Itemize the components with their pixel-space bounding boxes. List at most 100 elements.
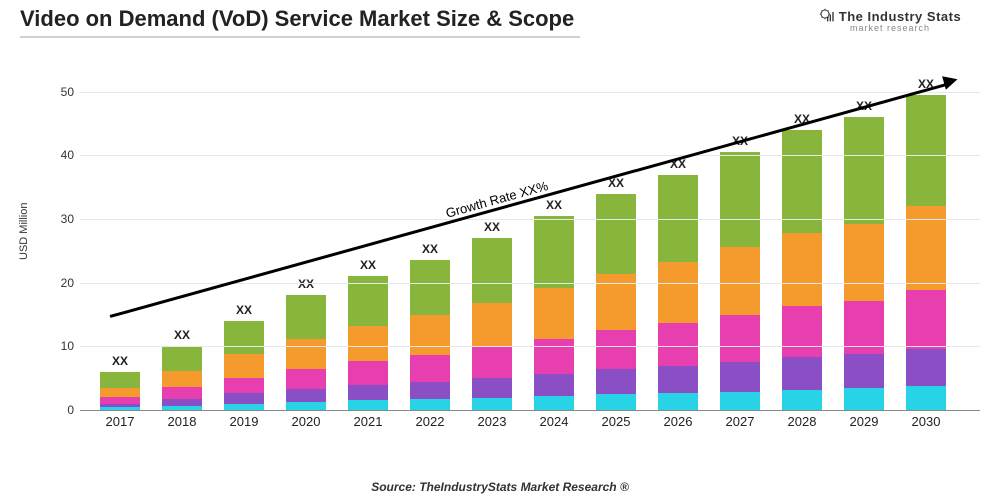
bar-segment (472, 347, 512, 378)
bar-segment (782, 357, 822, 389)
bar-segment (658, 262, 698, 323)
bar-group: XX (224, 321, 264, 410)
bar-data-label: XX (348, 258, 388, 272)
bar-segment (720, 362, 760, 392)
bar-segment (720, 392, 760, 410)
bar-segment (782, 306, 822, 357)
x-tick: 2018 (152, 414, 212, 429)
bar-segment (286, 402, 326, 410)
bar-segment (844, 117, 884, 223)
bar-segment (348, 361, 388, 385)
y-tick: 50 (44, 85, 74, 99)
bar-data-label: XX (472, 220, 512, 234)
bar-segment (224, 378, 264, 394)
bar-segment (844, 224, 884, 301)
bar-group: XX (286, 295, 326, 410)
x-tick: 2026 (648, 414, 708, 429)
title-underline (20, 36, 580, 38)
bar-segment (286, 339, 326, 368)
x-tick: 2024 (524, 414, 584, 429)
bar-segment (658, 323, 698, 366)
bar-segment (348, 276, 388, 326)
bar-segment (720, 152, 760, 247)
bar-segment (596, 194, 636, 274)
gridline (80, 283, 980, 284)
bar-group: XX (162, 346, 202, 410)
bar-segment (472, 378, 512, 398)
bar-segment (658, 393, 698, 410)
bar-segment (596, 369, 636, 394)
bar-group: XX (844, 117, 884, 410)
bar-data-label: XX (410, 242, 450, 256)
bar-segment (348, 400, 388, 410)
bar-data-label: XX (100, 354, 140, 368)
x-tick: 2021 (338, 414, 398, 429)
bar-group: XX (906, 95, 946, 410)
bar-segment (844, 354, 884, 388)
bar-segment (348, 385, 388, 400)
x-axis-baseline (80, 410, 980, 411)
bar-segment (224, 393, 264, 403)
bar-segment (720, 247, 760, 314)
x-tick: 2019 (214, 414, 274, 429)
bar-segment (348, 326, 388, 361)
gridline (80, 219, 980, 220)
logo-line1: The Industry Stats (800, 8, 980, 24)
bar-segment (286, 389, 326, 402)
bar-segment (472, 398, 512, 410)
y-tick: 40 (44, 148, 74, 162)
bar-segment (410, 355, 450, 382)
x-tick: 2028 (772, 414, 832, 429)
bar-segment (844, 388, 884, 410)
bar-segment (906, 290, 946, 349)
bar-segment (596, 394, 636, 410)
x-tick: 2025 (586, 414, 646, 429)
bar-segment (534, 396, 574, 410)
y-axis-label: USD Million (18, 203, 30, 260)
bar-group: XX (782, 130, 822, 410)
x-tick: 2029 (834, 414, 894, 429)
bar-segment (906, 386, 946, 410)
bar-segment (162, 387, 202, 398)
bar-segment (100, 372, 140, 388)
gridline (80, 92, 980, 93)
plot-area: XXXXXXXXXXXXXXXXXXXXXXXXXXXX 01020304050… (80, 60, 980, 440)
bar-group: XX (658, 175, 698, 410)
bar-segment (782, 390, 822, 410)
bar-segment (658, 366, 698, 393)
bar-data-label: XX (534, 198, 574, 212)
x-tick: 2027 (710, 414, 770, 429)
y-tick: 20 (44, 276, 74, 290)
gear-chart-icon (819, 8, 835, 24)
bar-segment (410, 260, 450, 315)
y-tick: 10 (44, 339, 74, 353)
x-tick: 2017 (90, 414, 150, 429)
bar-segment (534, 374, 574, 396)
gridline (80, 155, 980, 156)
bar-segment (410, 315, 450, 354)
brand-logo: The Industry Stats market research (800, 8, 980, 33)
bar-group: XX (472, 238, 512, 410)
y-tick: 30 (44, 212, 74, 226)
x-tick: 2020 (276, 414, 336, 429)
bar-segment (720, 315, 760, 362)
bar-segment (100, 388, 140, 398)
bar-segment (782, 130, 822, 233)
gridline (80, 346, 980, 347)
bar-segment (534, 339, 574, 374)
bar-segment (534, 216, 574, 289)
bar-data-label: XX (286, 277, 326, 291)
bar-data-label: XX (162, 328, 202, 342)
bar-segment (472, 303, 512, 348)
bar-segment (782, 233, 822, 306)
bar-segment (596, 330, 636, 369)
bar-segment (472, 238, 512, 302)
bar-segment (286, 295, 326, 339)
bar-segment (162, 371, 202, 388)
y-tick: 0 (44, 403, 74, 417)
bar-group: XX (534, 216, 574, 410)
bar-segment (162, 399, 202, 406)
x-tick: 2023 (462, 414, 522, 429)
bar-segment (906, 349, 946, 387)
bar-segment (224, 354, 264, 378)
